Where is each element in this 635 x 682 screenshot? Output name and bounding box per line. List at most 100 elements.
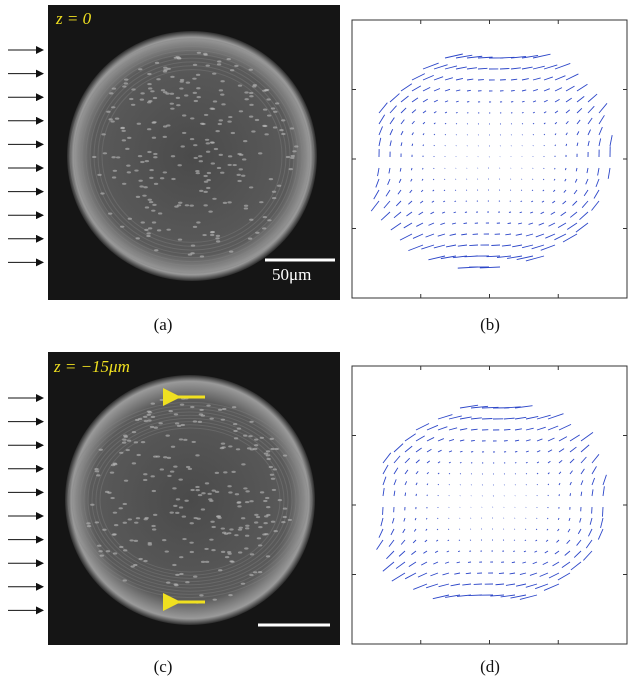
particle — [132, 462, 136, 464]
quiver-arrow — [390, 118, 394, 124]
quiver-arrow — [405, 434, 416, 441]
particle — [251, 130, 255, 132]
particle — [219, 89, 223, 91]
quiver-arrow — [565, 168, 566, 170]
quiver-arrow — [549, 223, 555, 226]
quiver-arrow — [577, 120, 580, 124]
quiver-arrow — [401, 84, 412, 91]
particle — [123, 522, 127, 524]
particle — [221, 551, 225, 553]
particle — [147, 128, 151, 130]
particle — [234, 534, 238, 536]
particle — [148, 87, 152, 89]
quiver-arrow — [379, 529, 383, 538]
quiver-arrow — [405, 493, 406, 496]
particle — [150, 426, 154, 428]
particle — [203, 191, 207, 193]
particle — [170, 103, 174, 105]
particle — [112, 533, 116, 535]
quiver-arrow — [544, 89, 550, 91]
particle — [236, 502, 240, 504]
particle — [196, 172, 200, 174]
quiver-arrow — [592, 454, 599, 463]
particle — [126, 449, 130, 451]
quiver-arrow — [449, 439, 454, 441]
quiver-arrow — [536, 540, 537, 541]
quiver-arrow — [559, 424, 571, 430]
quiver-arrow — [390, 129, 393, 135]
particle — [270, 438, 274, 440]
quiver-arrow — [511, 68, 521, 69]
particle — [292, 150, 296, 152]
particle — [175, 422, 179, 424]
particle — [158, 422, 162, 424]
particle — [245, 501, 249, 503]
quiver-arrow — [566, 110, 570, 113]
particle — [180, 404, 184, 406]
panel-label: (c) — [154, 657, 173, 676]
quiver-arrow — [411, 551, 416, 555]
quiver-arrow — [450, 234, 456, 235]
particle — [249, 186, 253, 188]
particle — [171, 178, 175, 180]
particle — [254, 514, 258, 516]
quiver-arrow — [458, 245, 467, 246]
particle — [202, 234, 206, 236]
particle — [233, 423, 237, 425]
particle — [210, 521, 214, 523]
particle — [253, 571, 257, 573]
particle — [174, 583, 178, 585]
particle — [229, 560, 233, 562]
particle — [178, 238, 182, 240]
quiver-arrow — [377, 540, 383, 550]
quiver-arrow — [567, 540, 570, 544]
particle — [113, 462, 117, 464]
quiver-arrow — [548, 461, 550, 463]
quiver-arrow — [399, 551, 405, 556]
quiver-arrow — [522, 90, 526, 91]
particle — [212, 73, 216, 75]
particle — [95, 521, 99, 523]
quiver-arrow — [438, 484, 439, 485]
particle — [108, 118, 112, 120]
particle — [286, 156, 290, 158]
particle — [154, 183, 158, 185]
quiver-arrow — [460, 429, 467, 430]
quiver-arrow — [460, 462, 461, 463]
particle — [188, 253, 192, 255]
particle — [269, 178, 273, 180]
particle — [249, 421, 253, 423]
particle — [116, 156, 120, 158]
particle — [266, 454, 270, 456]
particle — [206, 142, 210, 144]
particle — [154, 427, 158, 429]
quiver-arrow — [449, 428, 457, 430]
particle — [283, 516, 287, 518]
particle — [137, 123, 141, 125]
particle — [199, 594, 203, 596]
quiver-arrow — [423, 122, 425, 124]
quiver-arrow — [572, 201, 577, 206]
quiver-arrow — [436, 540, 438, 541]
particle — [122, 439, 126, 441]
particle — [176, 498, 180, 500]
particle — [163, 69, 167, 71]
quiver-arrow — [515, 451, 517, 452]
quiver-arrow — [575, 179, 577, 183]
quiver-arrow — [499, 573, 504, 574]
particle — [271, 107, 275, 109]
particle — [143, 186, 147, 188]
particle — [238, 85, 242, 87]
quiver-arrow — [601, 518, 603, 528]
particle — [190, 204, 194, 206]
quiver-arrow — [426, 584, 438, 588]
particle — [163, 67, 167, 69]
particle — [147, 410, 151, 412]
particle — [163, 456, 167, 458]
particle — [211, 162, 215, 164]
particle — [201, 492, 205, 494]
particle — [111, 156, 115, 158]
quiver-arrow — [391, 223, 401, 230]
particle — [190, 406, 194, 408]
particle — [171, 446, 175, 448]
